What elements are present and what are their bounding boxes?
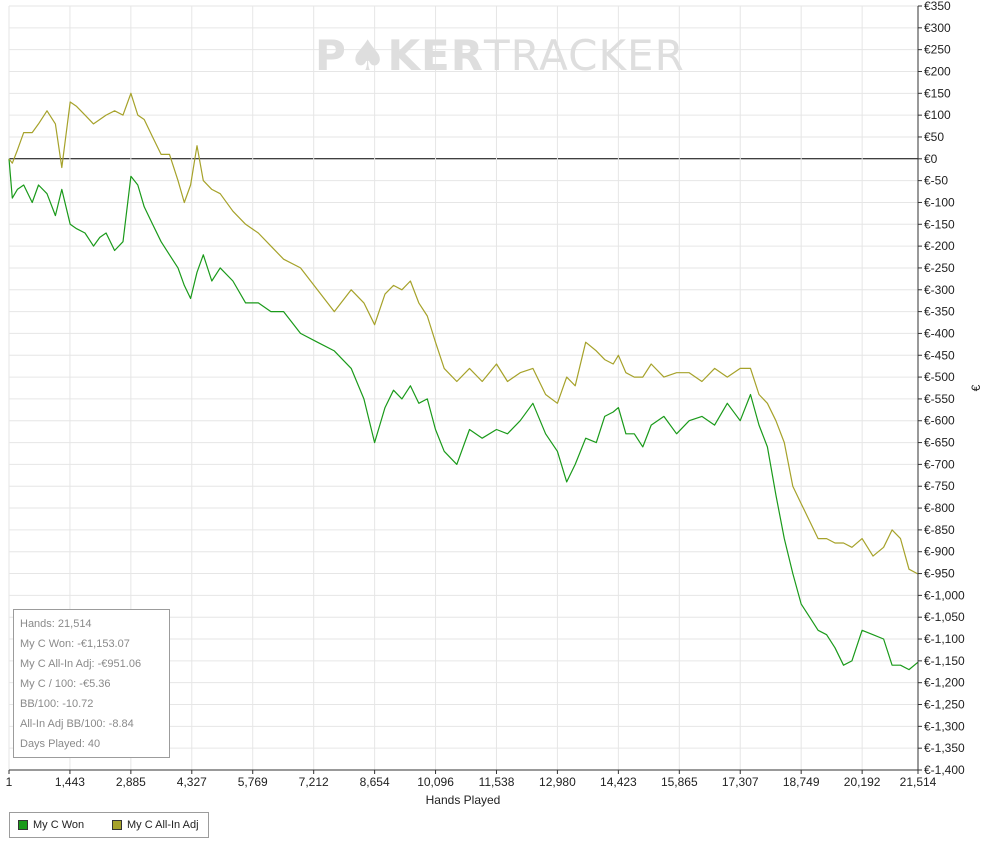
svg-text:P♠KERTRACKER: P♠KERTRACKER	[315, 31, 685, 80]
x-axis-title: Hands Played	[426, 793, 501, 807]
series-lines	[8, 92, 919, 671]
y-tick-label: €-550	[924, 392, 955, 406]
stat-allin-bb100: All-In Adj BB/100: -8.84	[20, 718, 134, 730]
x-tick-label: 14,423	[600, 775, 637, 789]
y-tick-label: €-850	[924, 523, 955, 537]
y-tick-label: €-800	[924, 501, 955, 515]
y-tick-label: €-250	[924, 261, 955, 275]
y-tick-label: €-1,200	[924, 676, 965, 690]
x-tick-label: 4,327	[177, 775, 207, 789]
y-axis-title: €	[969, 384, 983, 391]
watermark-part-1: P	[315, 31, 347, 80]
x-tick-label: 17,307	[722, 775, 759, 789]
y-tick-label: €-900	[924, 545, 955, 559]
y-tick-label: €-1,300	[924, 719, 965, 733]
y-tick-label: €-1,400	[924, 763, 965, 777]
legend-swatch-won	[18, 820, 28, 830]
y-tick-label: €-500	[924, 370, 955, 384]
legend-item-allin[interactable]: My C All-In Adj	[112, 819, 199, 831]
axes: €350 €300 €250 €200 €150 €100 €50 €0 €-50 €-100 €-…	[6, 0, 965, 789]
x-tick-label: 2,885	[116, 775, 146, 789]
legend-label-won: My C Won	[33, 819, 85, 831]
y-tick-label: €-1,350	[924, 741, 965, 755]
y-tick-label: €-1,100	[924, 632, 965, 646]
x-tick-label: 1	[6, 775, 13, 789]
legend-swatch-allin	[112, 820, 122, 830]
y-tick-label: €-1,150	[924, 654, 965, 668]
y-tick-label: €-400	[924, 326, 955, 340]
x-tick-label: 21,514	[900, 775, 937, 789]
series-line-won	[8, 158, 919, 671]
y-tick-label: €-200	[924, 239, 955, 253]
legend-item-won[interactable]: My C Won	[18, 819, 84, 831]
y-tick-label: €-1,050	[924, 610, 965, 624]
stat-days: Days Played: 40	[20, 738, 101, 750]
y-tick-label: €-300	[924, 283, 955, 297]
x-tick-label: 18,749	[783, 775, 820, 789]
x-tick-label: 15,865	[661, 775, 698, 789]
y-tick-label: €-100	[924, 195, 955, 209]
y-tick-label: €150	[924, 86, 951, 100]
y-tick-label: €250	[924, 43, 951, 57]
x-tick-label: 20,192	[844, 775, 881, 789]
watermark-spade-icon: ♠	[349, 31, 388, 80]
y-tick-label: €-950	[924, 567, 955, 581]
y-tick-label: €350	[924, 0, 951, 13]
y-tick-label: €-700	[924, 457, 955, 471]
watermark: P♠KERTRACKER	[315, 31, 685, 80]
y-tick-label: €200	[924, 64, 951, 78]
y-tick-label: €-50	[924, 174, 948, 188]
x-tick-label: 1,443	[55, 775, 85, 789]
stat-per100: My C / 100: -€5.36	[20, 678, 111, 690]
y-tick-label: €-750	[924, 479, 955, 493]
legend-label-allin: My C All-In Adj	[127, 819, 199, 831]
x-tick-label: 7,212	[299, 775, 329, 789]
x-tick-label: 11,538	[479, 775, 515, 789]
y-tick-label: €-650	[924, 436, 955, 450]
x-tick-label: 8,654	[360, 775, 390, 789]
y-tick-label: €-150	[924, 217, 955, 231]
y-tick-label: €-450	[924, 348, 955, 362]
y-tick-label: €-350	[924, 305, 955, 319]
y-tick-label: €100	[924, 108, 951, 122]
legend: My C Won My C All-In Adj	[9, 812, 209, 838]
x-tick-label: 12,980	[539, 775, 576, 789]
stats-box: Hands: 21,514 My C Won: -€1,153.07 My C …	[13, 609, 170, 758]
x-tick-label: 10,096	[417, 775, 454, 789]
y-tick-label: €-1,250	[924, 698, 965, 712]
y-tick-label: €300	[924, 21, 951, 35]
stat-allin: My C All-In Adj: -€951.06	[20, 658, 142, 670]
stat-won: My C Won: -€1,153.07	[20, 638, 130, 650]
stat-hands: Hands: 21,514	[20, 618, 92, 630]
series-line-allin	[8, 92, 919, 575]
y-tick-label: €0	[924, 152, 938, 166]
watermark-part-3: TRACKER	[483, 31, 685, 80]
y-tick-label: €-1,000	[924, 588, 965, 602]
x-tick-label: 5,769	[238, 775, 268, 789]
y-tick-label: €-600	[924, 414, 955, 428]
watermark-part-2: KER	[387, 31, 484, 80]
stat-bb100: BB/100: -10.72	[20, 698, 94, 710]
y-tick-label: €50	[924, 130, 944, 144]
